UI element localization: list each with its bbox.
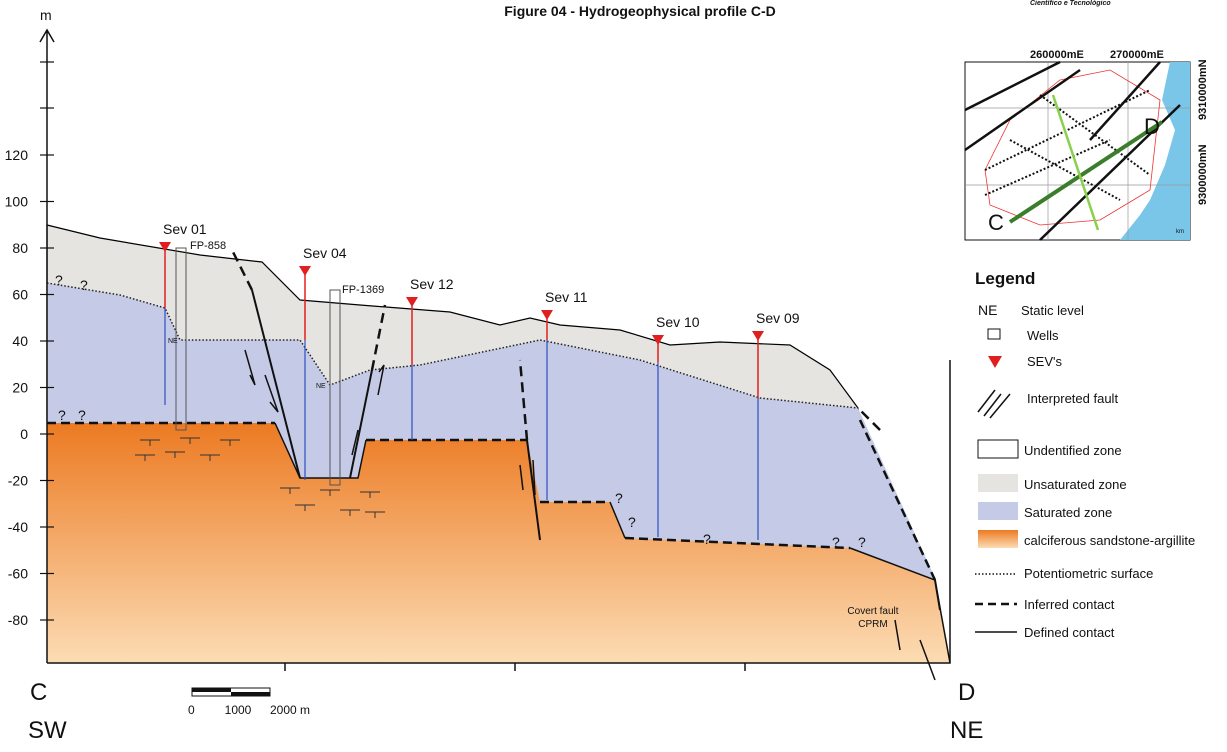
question-mark: ?: [628, 514, 636, 530]
sev-label: Sev 01: [163, 221, 207, 237]
sev-label: Sev 11: [545, 289, 588, 305]
legend-item: Potentiometric surface: [1024, 566, 1153, 581]
question-mark: ?: [615, 490, 623, 506]
profile-end: D: [958, 679, 975, 706]
legend-item: Wells: [1027, 328, 1059, 343]
sev-label: Sev 09: [756, 310, 800, 326]
legend-item: Unsaturated zone: [1024, 477, 1127, 492]
scale-label: 1000: [225, 703, 252, 717]
legend-title: Legend: [975, 269, 1035, 288]
map-profile-ab: [1051, 94, 1100, 231]
sev-marker: [159, 242, 171, 252]
profile-end: NE: [950, 717, 983, 744]
map-label: 9300000mN: [1197, 144, 1209, 205]
map-label: 270000mE: [1110, 49, 1164, 61]
scale-label: 0: [188, 703, 195, 717]
frame: [39, 28, 951, 671]
y-tick-label: 0: [20, 426, 28, 442]
scale-bar: [231, 692, 270, 696]
map-label: D: [1144, 114, 1160, 139]
legend-item: Static level: [1021, 303, 1084, 318]
map-label: km: [1176, 229, 1184, 235]
axis-unit: m: [40, 7, 52, 23]
well-label: FP-1369: [342, 284, 384, 296]
sev-marker: [652, 335, 664, 345]
question-mark: ?: [58, 407, 66, 423]
sev-label: Sev 10: [656, 314, 700, 330]
legend-well: [987, 328, 1001, 340]
y-tick-label: -80: [8, 612, 28, 628]
fault: [251, 289, 941, 611]
sev-marker: [299, 266, 311, 276]
question-mark: ?: [55, 272, 63, 288]
legend-item: calciferous sandstone-argillite: [1024, 533, 1195, 548]
y-tick-label: -20: [8, 473, 28, 489]
sev-marker: [752, 331, 764, 341]
y-tick-label: 60: [12, 287, 28, 303]
legend-item: Inferred contact: [1024, 597, 1115, 612]
sandstone-zone: [47, 423, 950, 663]
question-mark: ?: [858, 534, 866, 550]
map-sea: [1120, 62, 1190, 240]
legend-item: Saturated zone: [1024, 505, 1112, 520]
fault-note: Covert fault: [847, 606, 898, 617]
question-mark: ?: [703, 531, 711, 547]
profile-end: SW: [28, 717, 67, 744]
profile-end: C: [30, 679, 47, 706]
title: Figure 04 - Hydrogeophysical profile C-D: [504, 3, 776, 19]
fault: [230, 249, 881, 441]
map-grid: [965, 62, 1190, 240]
potentiometric-surface: [46, 282, 859, 409]
y-tick-label: 120: [5, 147, 29, 163]
static-level: NE: [168, 338, 178, 345]
map-label: 9310000mN: [1197, 59, 1209, 120]
legend-fault: [977, 389, 1011, 419]
legend-undentified: [977, 439, 1019, 459]
question-mark: ?: [78, 407, 86, 423]
map-label: 260000mE: [1030, 49, 1084, 61]
y-tick-label: 20: [12, 380, 28, 396]
legend-unsaturated: [978, 474, 1018, 492]
sev-label: Sev 04: [303, 245, 347, 261]
y-tick-label: -40: [8, 519, 28, 535]
y-tick-label: -60: [8, 566, 28, 582]
static-level: NE: [316, 383, 326, 390]
map-profile-cd: [1008, 120, 1164, 224]
scale-bar: [192, 688, 231, 692]
rock-symbols: [135, 437, 385, 518]
question-mark: ?: [80, 277, 88, 293]
sev-marker: [406, 297, 418, 307]
sev-label: Sev 12: [410, 276, 454, 292]
fault-arrows: [244, 349, 936, 681]
y-tick-label: 80: [12, 240, 28, 256]
fault-note: CPRM: [858, 619, 887, 630]
legend-item: SEV's: [1027, 354, 1062, 369]
legend-saturated: [978, 502, 1018, 520]
inferred-contact: [47, 419, 937, 581]
legend-sev: [988, 356, 1002, 368]
well: [329, 289, 341, 486]
question-mark: ?: [832, 534, 840, 550]
sev-marker: [541, 310, 553, 320]
legend-item: Defined contact: [1024, 625, 1115, 640]
legend-item: Interpreted fault: [1027, 391, 1118, 406]
legend-symbol: NE: [978, 302, 997, 318]
logo-text: Científico e Tecnológico: [1030, 0, 1111, 7]
scale-label: 2000 m: [270, 703, 310, 717]
y-tick-label: 40: [12, 333, 28, 349]
y-tick-label: 100: [5, 194, 29, 210]
map-lines: [964, 60, 1181, 241]
legend-sandstone: [978, 530, 1018, 548]
well: [175, 247, 187, 431]
legend-item: Undentified zone: [1024, 443, 1122, 458]
well-label: FP-858: [190, 240, 226, 252]
map-label: C: [988, 210, 1004, 235]
